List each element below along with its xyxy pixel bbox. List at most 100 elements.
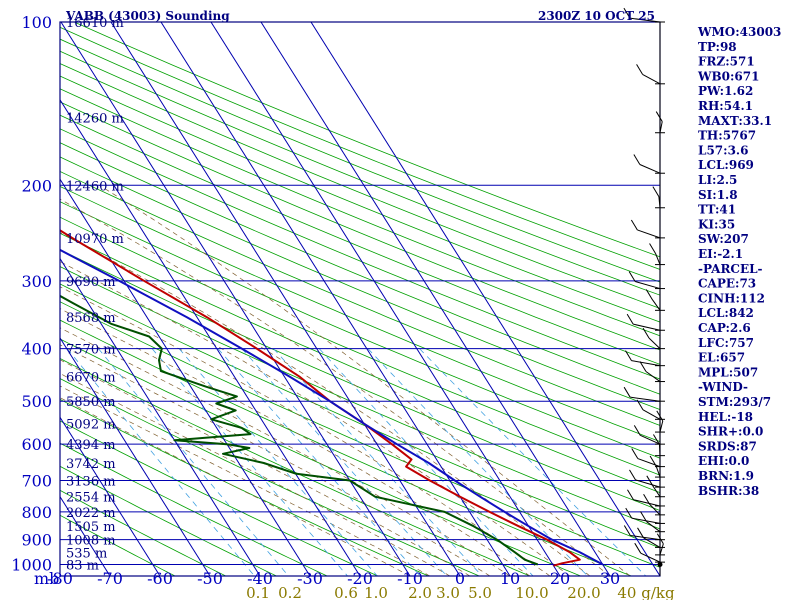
temperature-tick-label: -20 — [347, 569, 373, 588]
height-label: 5850 m — [66, 395, 116, 410]
mixing-ratio-line — [241, 348, 448, 576]
wind-barb-flag — [637, 527, 644, 539]
grid — [0, 22, 660, 576]
dry-adiabat-line — [60, 489, 226, 576]
wind-barb — [637, 458, 661, 468]
wind-barb — [643, 537, 661, 548]
pressure-tick-label: 200 — [21, 176, 52, 195]
wind-barb — [629, 17, 661, 23]
dry-adiabat-line — [60, 101, 660, 351]
height-label: 4394 m — [66, 438, 116, 453]
series-line-dewpoint — [60, 294, 539, 566]
dry-adiabat-line — [60, 249, 660, 511]
dry-adiabat-line — [60, 266, 660, 530]
wind-barb-flag — [649, 455, 657, 467]
index-item: MAXT:33.1 — [698, 114, 772, 128]
temperature-tick-label: -10 — [397, 569, 423, 588]
series-line-temperature — [60, 229, 581, 567]
isotherm-line — [60, 178, 311, 576]
moist-adiabat-line — [60, 373, 451, 576]
mixing-ratio-label: 3.0 — [436, 584, 460, 600]
wind-barb-flag — [636, 399, 644, 411]
wind-barb — [635, 479, 661, 488]
wind-barb-flag — [639, 361, 647, 372]
wind-barb-flag — [623, 7, 631, 19]
index-item: SW:207 — [698, 232, 749, 246]
wind-barb-flag — [630, 219, 638, 231]
moist-adiabat-line — [60, 397, 411, 576]
wind-barb-flag — [653, 434, 660, 445]
isotherm-line — [60, 416, 161, 576]
index-item: FRZ:571 — [698, 55, 755, 69]
dry-adiabat-line — [60, 26, 660, 270]
wind-barb-flag — [623, 525, 631, 536]
height-label: 8568 m — [66, 311, 116, 326]
wind-barb-flag — [623, 386, 631, 398]
wind-barb-flag — [642, 327, 650, 339]
index-item: STM:293/7 — [698, 395, 771, 409]
wind-barb-flag — [652, 186, 660, 197]
height-label: 2022 m — [66, 506, 116, 521]
isotherm-line — [60, 257, 261, 576]
mixing-ratio-line — [151, 348, 348, 576]
pressure-unit-label: mb — [34, 569, 59, 588]
pressure-tick-label: 100 — [21, 13, 52, 32]
isotherm-line — [260, 22, 611, 576]
height-label: 1505 m — [66, 520, 116, 535]
index-item: BRN:1.9 — [698, 469, 754, 483]
height-label: 1008 m — [66, 534, 116, 549]
isotherm-line — [60, 575, 61, 576]
wind-barb — [655, 465, 661, 478]
dry-adiabat-line — [60, 338, 581, 576]
mixing-ratio-label: 40 g/kg — [617, 584, 675, 600]
wind-barb-flag — [636, 64, 644, 75]
dry-adiabat-line — [60, 50, 660, 296]
wind-barb — [659, 420, 664, 433]
dry-adiabat-line — [60, 358, 531, 576]
wind-barb-flag — [655, 111, 663, 122]
wind-barb-flag — [649, 243, 656, 254]
isotherm-line — [210, 22, 561, 576]
dry-adiabat-line — [60, 75, 660, 323]
dry-adiabat-line — [60, 171, 660, 426]
temperature-tick-label: -50 — [197, 569, 223, 588]
mixing-ratio-label: 0.6 — [334, 584, 358, 600]
temperature-tick-label: 0 — [455, 569, 465, 588]
isotherm-line — [60, 22, 411, 576]
index-item: EHI:0.0 — [698, 454, 749, 468]
wind-barb — [630, 396, 661, 402]
moist-adiabat-line — [99, 185, 631, 576]
wind-barb — [645, 371, 661, 382]
wind-barb — [639, 164, 661, 174]
isotherm-line — [60, 98, 361, 576]
dry-adiabat-line — [60, 465, 277, 576]
chart-timestamp: 2300Z 10 OCT 25 — [538, 9, 655, 23]
mixing-ratio-label: 1.0 — [364, 584, 388, 600]
index-item: SRDS:87 — [698, 439, 757, 453]
height-label: 3742 m — [66, 457, 116, 472]
mixing-ratio-line — [66, 348, 255, 576]
index-item: EL:657 — [698, 351, 745, 365]
pressure-tick-label: 400 — [21, 340, 52, 359]
pressure-tick-label: 500 — [21, 392, 52, 411]
wind-barb-flag — [633, 425, 641, 436]
isotherm-line — [0, 22, 10, 576]
moist-adiabat-line — [60, 327, 511, 576]
wind-barb — [642, 73, 661, 85]
height-label: 5092 m — [66, 418, 116, 433]
height-label: 2554 m — [66, 491, 116, 506]
height-label: 12460 m — [66, 179, 124, 194]
index-item: L57:3.6 — [698, 143, 748, 157]
temperature-tick-label: -60 — [147, 569, 173, 588]
index-item: LFC:757 — [698, 336, 754, 350]
wind-barb — [631, 360, 661, 367]
index-item: TP:98 — [698, 40, 737, 54]
mixing-ratio-line — [273, 348, 483, 576]
index-item: SI:1.8 — [698, 188, 738, 202]
isotherm-line — [310, 22, 660, 576]
isotherm-line — [60, 336, 211, 576]
mixing-ratio-label: 2.0 — [408, 584, 432, 600]
wind-barb — [659, 543, 664, 556]
moist-adiabat-line — [60, 198, 611, 576]
